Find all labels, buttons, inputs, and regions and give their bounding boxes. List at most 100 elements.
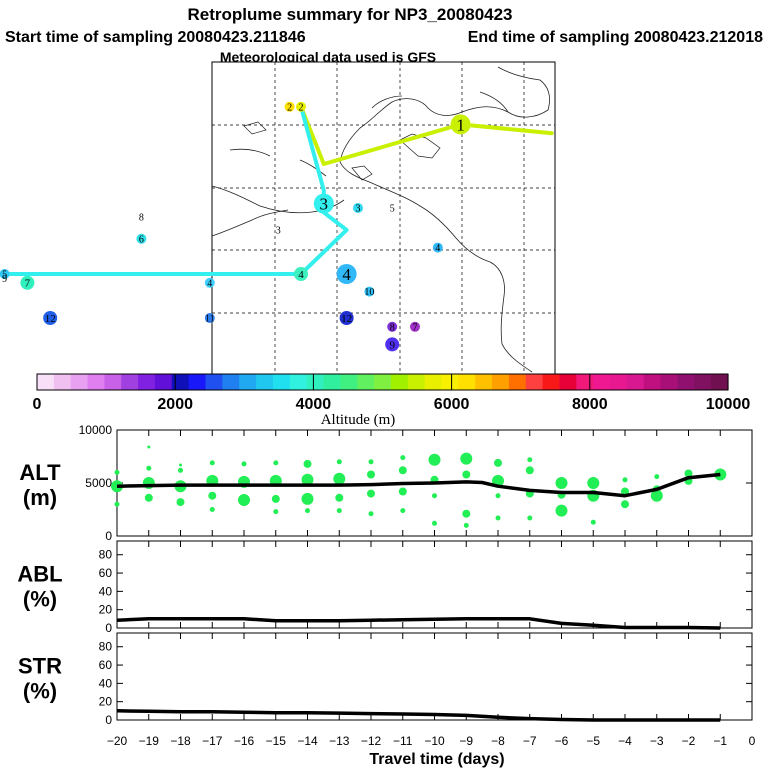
trajectory-marker: 12 xyxy=(339,311,354,325)
marker-circle xyxy=(387,321,398,332)
alt-scatter-point xyxy=(684,469,693,478)
trajectory-marker: 4 xyxy=(204,277,215,289)
panel-frame xyxy=(116,632,753,721)
marker-label: 3 xyxy=(276,226,281,237)
marker-circle xyxy=(313,193,334,214)
panel-y-tick-label: 20 xyxy=(99,603,113,617)
colorbar-swatch xyxy=(70,374,89,390)
trajectory-marker: 7 xyxy=(410,321,420,333)
marker-circle xyxy=(339,311,354,325)
trajectory-marker: 3 xyxy=(353,203,363,215)
x-tick-label: −1 xyxy=(713,734,727,748)
alt-scatter-point xyxy=(179,463,182,467)
alt-scatter-point xyxy=(271,494,280,503)
trajectory-marker: 3 xyxy=(313,193,334,214)
x-tick-label: −13 xyxy=(329,734,350,748)
alt-scatter-point xyxy=(525,466,534,475)
alt-scatter-point xyxy=(114,501,120,507)
colorbar-title: Altitude (m) xyxy=(321,412,396,428)
x-tick-label: −19 xyxy=(139,734,160,748)
colorbar-swatch xyxy=(53,374,72,390)
time-series-panels: 0500010000ALT(m)020406080ABL(%)020406080… xyxy=(17,423,755,768)
colorbar-swatch xyxy=(711,374,729,390)
alt-scatter-point xyxy=(144,493,153,502)
alt-scatter-point xyxy=(368,459,374,465)
marker-circle xyxy=(20,275,35,290)
start-time-label: Start time of sampling 20080423.211846 xyxy=(5,29,306,46)
marker-label: 4 xyxy=(207,278,212,289)
marker-circle xyxy=(353,203,363,213)
colorbar-tick-label: 10000 xyxy=(706,396,751,413)
alt-scatter-point xyxy=(462,509,471,518)
panel-y-tick-label: 40 xyxy=(99,676,113,690)
panel-frame xyxy=(116,540,753,629)
alt-scatter-point xyxy=(305,508,310,514)
panel-y-tick-label: 0 xyxy=(105,621,112,635)
marker-label: 7 xyxy=(413,322,418,333)
colorbar-swatch xyxy=(407,374,426,390)
alt-scatter-point xyxy=(621,487,629,496)
marker-label: 11 xyxy=(205,314,215,325)
alt-scatter-point xyxy=(273,460,279,466)
x-tick-label: 0 xyxy=(749,734,756,748)
trajectory-path xyxy=(2,104,349,276)
x-tick-label: −20 xyxy=(107,734,128,748)
panel-series-line xyxy=(116,472,721,498)
alt-scatter-point xyxy=(303,459,312,468)
colorbar-swatch xyxy=(87,374,106,390)
alt-scatter-point xyxy=(460,452,473,465)
marker-circle xyxy=(336,264,357,284)
x-tick-label: −14 xyxy=(297,734,318,748)
marker-circle xyxy=(432,242,443,253)
marker-circle xyxy=(385,337,400,352)
alt-scatter-point xyxy=(336,459,342,465)
marker-label: 5 xyxy=(2,270,7,281)
alt-scatter-point xyxy=(178,467,183,473)
marker-circle xyxy=(296,101,306,112)
alt-scatter-point xyxy=(368,511,374,517)
trajectory-marker: 7 xyxy=(20,275,35,290)
colorbar-swatch xyxy=(475,374,493,390)
x-tick-label: −3 xyxy=(650,734,664,748)
x-tick-label: −2 xyxy=(682,734,696,748)
colorbar-swatch xyxy=(306,374,325,390)
page-title: Retroplume summary for NP3_20080423 xyxy=(187,5,512,24)
panel-y-tick-label: 60 xyxy=(99,566,113,580)
x-tick-label: −12 xyxy=(361,734,382,748)
panel-y-tick-label: 5000 xyxy=(85,476,112,490)
colorbar-swatch xyxy=(576,374,594,390)
trajectory-marker: 6 xyxy=(136,233,147,245)
x-tick-label: −17 xyxy=(202,734,223,748)
alt-scatter-point xyxy=(555,504,568,517)
end-time-label: End time of sampling 20080423.212018 xyxy=(468,29,763,46)
panel-y-tick-label: 40 xyxy=(99,584,113,598)
alt-scatter-point xyxy=(301,492,314,505)
colorbar-swatch xyxy=(677,374,695,390)
alt-scatter-point xyxy=(273,509,279,515)
panel-ylabel-unit: (%) xyxy=(23,587,57,612)
marker-label: 12 xyxy=(341,313,352,325)
str-panel: 0 20 40 60 80 STR(%) xyxy=(18,632,753,727)
marker-circle xyxy=(294,267,308,281)
colorbar-swatch xyxy=(37,374,55,390)
x-tick-label: −16 xyxy=(234,734,255,748)
panel-ylabel: STR xyxy=(18,654,62,679)
trajectory-marker: 8 xyxy=(387,321,398,333)
colorbar-swatch xyxy=(323,374,341,390)
colorbar-swatch xyxy=(694,374,712,390)
colorbar-swatch xyxy=(340,374,358,390)
trajectory-marker: 5 xyxy=(390,204,395,215)
marker-label: 2 xyxy=(299,102,304,113)
colorbar-frame xyxy=(36,373,729,391)
colorbar-swatch xyxy=(610,374,628,390)
marker-label: 4 xyxy=(435,243,440,254)
alt-scatter-point xyxy=(238,494,250,506)
colorbar-swatch xyxy=(188,374,207,390)
marker-label: 10 xyxy=(364,287,374,298)
alt-scatter-point xyxy=(462,470,471,479)
map-islands xyxy=(243,121,441,181)
marker-label: 1 xyxy=(456,115,465,134)
x-tick-label: −11 xyxy=(393,734,413,748)
marker-label: 3 xyxy=(320,195,329,214)
alt-scatter-point xyxy=(176,498,185,507)
